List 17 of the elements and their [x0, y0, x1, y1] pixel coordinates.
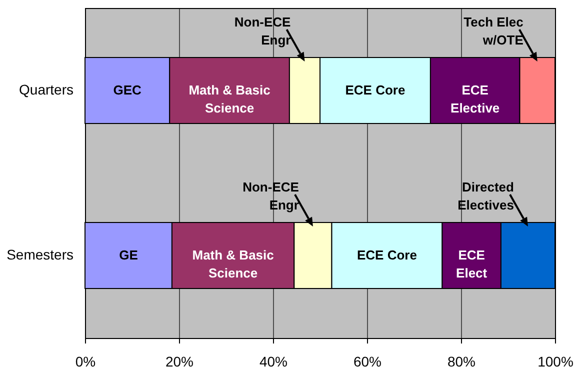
data-label: GE [119, 248, 138, 262]
x-tick-label: 20% [165, 354, 194, 370]
data-label: GEC [113, 82, 142, 98]
data-label: ECE Core [345, 82, 406, 98]
data-label: Math & Basic Science [192, 248, 274, 280]
y-tick-label: Quarters [19, 82, 74, 98]
data-label: ECE Elect [456, 248, 488, 280]
data-label: Tech Elec w/OTE [464, 14, 524, 48]
data-label: ECE Core [356, 248, 417, 262]
y-tick-label: Semesters [6, 246, 74, 262]
x-tick-label: 80% [447, 354, 476, 370]
data-label: Math & Basic Science [188, 82, 270, 116]
x-tick-label: 40% [259, 354, 288, 370]
x-tick-label: 100% [538, 354, 574, 370]
x-tick-label: 0% [75, 354, 96, 370]
x-tick-label: 60% [353, 354, 382, 370]
data-label: ECE Elective [450, 82, 500, 116]
